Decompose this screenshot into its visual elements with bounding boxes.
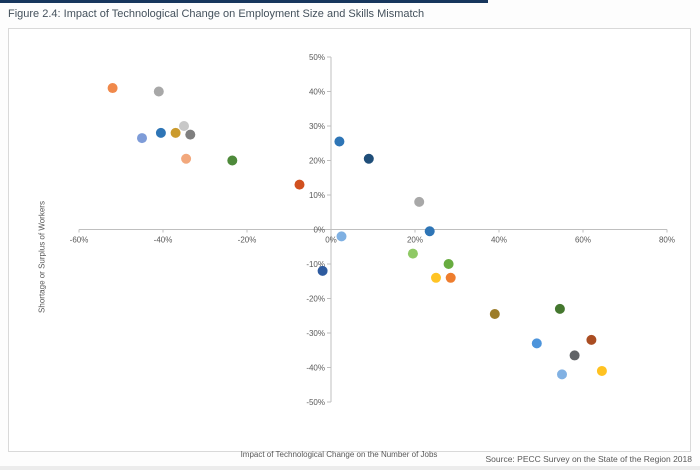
data-point: [155, 127, 166, 138]
y-tick-label: 10%: [309, 191, 325, 200]
data-point: [557, 369, 567, 380]
top-accent-line: [0, 0, 488, 3]
data-point: [596, 365, 607, 376]
y-tick-label: 0%: [313, 226, 325, 235]
data-point: [554, 303, 565, 314]
y-tick-label: 20%: [309, 157, 325, 166]
x-tick-label: -40%: [154, 236, 173, 245]
y-tick-label: -50%: [306, 398, 325, 407]
source-note: Source: PECC Survey on the State of the …: [485, 454, 693, 464]
data-point: [153, 86, 164, 97]
y-tick-label: -20%: [306, 295, 325, 304]
y-tick-label: 50%: [309, 53, 325, 62]
x-tick-label: 80%: [659, 236, 675, 245]
bottom-strip: [0, 466, 700, 470]
data-point: [185, 129, 196, 140]
data-point: [294, 179, 305, 190]
data-point: [179, 121, 189, 131]
data-point: [317, 265, 328, 276]
data-point: [531, 338, 542, 349]
y-axis-title: Shortage or Surplus of Workers: [37, 201, 47, 313]
x-tick-label: 0%: [325, 236, 337, 245]
y-tick-label: -40%: [306, 364, 325, 373]
data-point: [489, 309, 500, 320]
data-point: [227, 155, 238, 166]
data-point: [407, 248, 418, 259]
y-tick-label: -30%: [306, 329, 325, 338]
data-point: [181, 153, 192, 164]
data-point: [445, 272, 456, 283]
data-point: [334, 136, 345, 147]
data-point: [586, 334, 597, 345]
y-tick-label: -10%: [306, 260, 325, 269]
chart-panel: -60% -40% -20% 0% 20% 40% 60% 80% 50% 40% 30% 20% 10…: [8, 28, 691, 459]
x-tick-label: -60%: [70, 236, 89, 245]
data-point: [569, 350, 580, 361]
data-point: [107, 83, 118, 94]
data-point: [336, 231, 347, 242]
x-axis-title: Impact of Technological Change on the Nu…: [240, 450, 438, 459]
x-tick-label: 60%: [575, 236, 591, 245]
data-point: [443, 259, 454, 269]
scatter-chart: -60% -40% -20% 0% 20% 40% 60% 80% 50% 40% 30% 20% 10…: [70, 53, 675, 407]
data-point: [424, 226, 435, 237]
x-tick-label: -20%: [238, 236, 257, 245]
x-tick-label: 20%: [407, 236, 423, 245]
data-point: [431, 272, 441, 283]
figure-title: Figure 2.4: Impact of Technological Chan…: [8, 8, 425, 20]
y-tick-label: 40%: [309, 88, 325, 97]
data-point: [414, 196, 425, 207]
data-point: [170, 127, 181, 138]
data-point: [363, 153, 374, 164]
x-tick-label: 40%: [491, 236, 507, 245]
data-point: [137, 133, 147, 144]
y-tick-label: 30%: [309, 122, 325, 131]
